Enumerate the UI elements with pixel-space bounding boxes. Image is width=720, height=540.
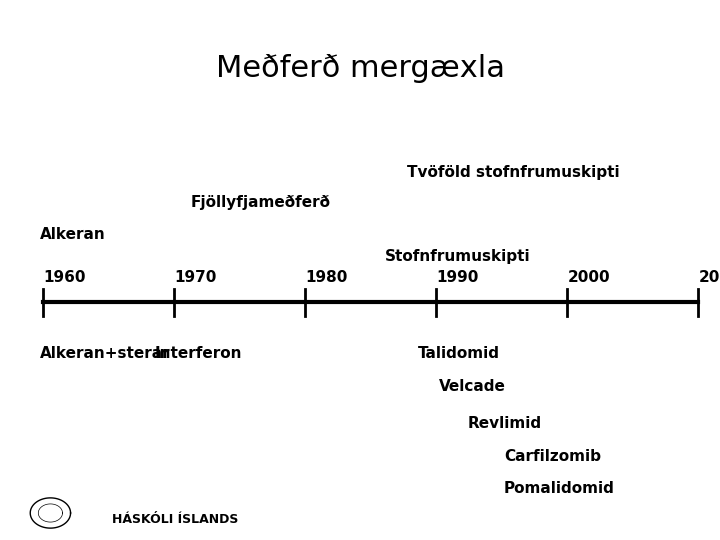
Text: 1970: 1970	[174, 269, 217, 285]
Text: Fjöllyfjameðferð: Fjöllyfjameðferð	[191, 195, 330, 210]
Text: Meðferð mergæxla: Meðferð mergæxla	[215, 54, 505, 83]
Text: Alkeran+sterar: Alkeran+sterar	[40, 346, 170, 361]
Text: Revlimid: Revlimid	[468, 416, 542, 431]
Text: Carfilzomib: Carfilzomib	[504, 449, 601, 464]
Text: Talidomid: Talidomid	[418, 346, 500, 361]
Text: 2010: 2010	[698, 269, 720, 285]
Text: 1960: 1960	[43, 269, 86, 285]
Text: Stofnfrumuskipti: Stofnfrumuskipti	[385, 249, 531, 264]
Text: 2000: 2000	[567, 269, 610, 285]
Text: Alkeran: Alkeran	[40, 227, 105, 242]
Text: Tvöföld stofnfrumuskipti: Tvöföld stofnfrumuskipti	[407, 165, 619, 180]
Text: 1990: 1990	[436, 269, 479, 285]
Text: HÁSKÓLI ÍSLANDS: HÁSKÓLI ÍSLANDS	[112, 513, 238, 526]
Text: 1980: 1980	[305, 269, 348, 285]
Text: Interferon: Interferon	[155, 346, 243, 361]
Text: Velcade: Velcade	[439, 379, 506, 394]
Text: Pomalidomid: Pomalidomid	[504, 481, 615, 496]
